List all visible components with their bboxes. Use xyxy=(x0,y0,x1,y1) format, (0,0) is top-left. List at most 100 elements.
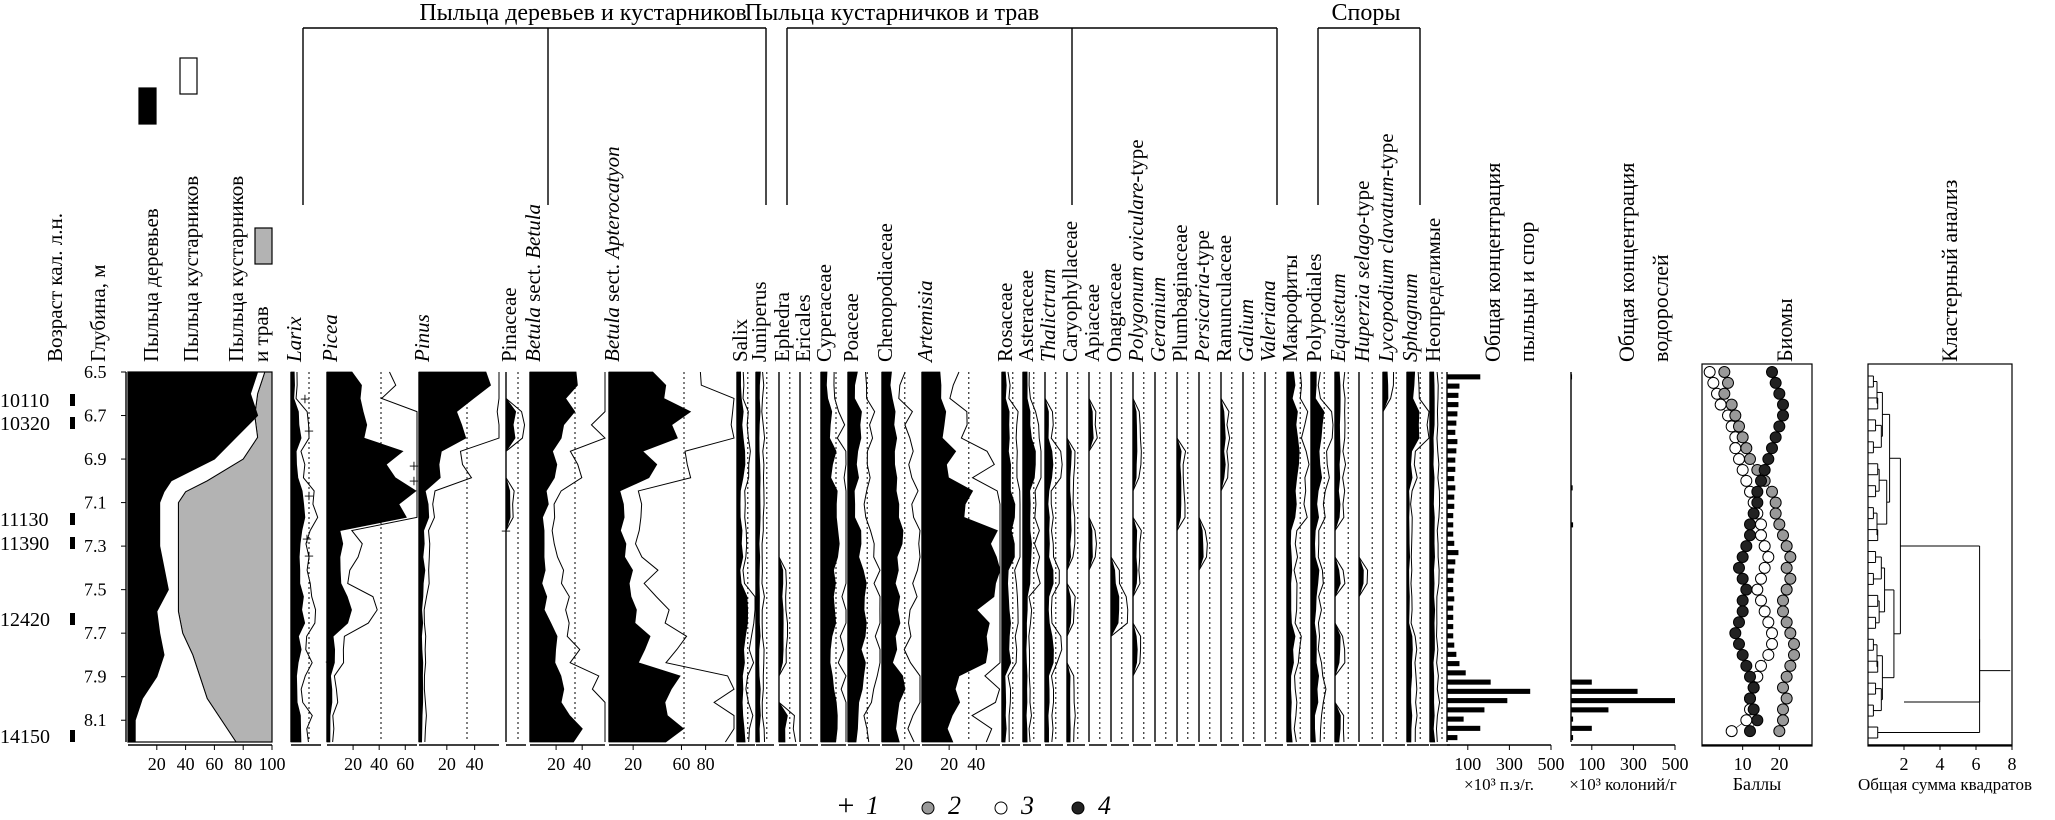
pollen_conc-bar xyxy=(1447,485,1456,491)
biome-point-s4 xyxy=(1744,692,1756,705)
biome-point-s2 xyxy=(1788,648,1800,661)
age-marker xyxy=(70,613,75,625)
taxon-curve xyxy=(881,371,906,743)
taxon-name-part: Ranunculaceae xyxy=(1212,235,1236,362)
algae_conc-bar xyxy=(1571,522,1574,528)
taxon-exaggeration-line xyxy=(1044,372,1063,743)
pollen_conc-column: 100 300 500×10³ п.з/г. Общая концентрация пы… xyxy=(1446,163,1565,794)
biome-point-s4 xyxy=(1736,594,1749,607)
biome-point-s4 xyxy=(1758,463,1771,476)
taxon-name: Polypodiales xyxy=(1302,254,1326,363)
biome-point-s4 xyxy=(1744,725,1756,738)
biome-point-s4 xyxy=(1769,376,1782,389)
taxon-exaggeration-line xyxy=(1176,372,1187,742)
taxon-curve xyxy=(418,371,492,743)
taxon-name-part: Неопределимые xyxy=(1421,218,1445,362)
age-marker xyxy=(70,513,75,525)
age-marker xyxy=(70,537,75,549)
biome-point-s2 xyxy=(1766,485,1778,498)
pollen_conc-bar xyxy=(1447,494,1455,500)
taxon-name: Ericales xyxy=(791,294,815,362)
taxon-name: Caryophyllaceae xyxy=(1058,221,1082,362)
summary-tick-label: 40 xyxy=(177,754,195,774)
taxon-curve xyxy=(608,371,692,743)
biome-point-s4 xyxy=(1766,366,1778,378)
pollen_conc-bar xyxy=(1447,670,1466,676)
taxon-tick-label: 40 xyxy=(967,754,985,774)
summary-legend-label: и трав xyxy=(249,306,273,362)
taxon-exaggeration-line xyxy=(1382,371,1395,742)
taxon-name-part: Onagraceae xyxy=(1102,263,1126,362)
taxon-name: Неопределимые xyxy=(1421,218,1445,362)
taxon-column: Onagraceae xyxy=(1102,263,1129,746)
taxon-name-part: sect. xyxy=(521,259,545,307)
pollen_conc-tick-label: 500 xyxy=(1538,754,1565,774)
depth-tick-label: 6.7 xyxy=(84,406,107,426)
taxon-exaggeration-line xyxy=(1358,372,1369,742)
algae_conc-bar xyxy=(1571,725,1592,731)
biome-point-s4 xyxy=(1747,703,1760,716)
taxon-curve xyxy=(505,372,517,742)
taxon-column: Sphagnum xyxy=(1398,273,1430,746)
plus-marker: + xyxy=(325,652,335,672)
taxon-name-part: Poaceae xyxy=(839,293,863,362)
biome-point-s2 xyxy=(1788,638,1800,651)
taxon-name-part: -type xyxy=(1124,139,1148,182)
taxon-name-part: Polygonum aviculare xyxy=(1124,183,1148,363)
algae_conc-bar xyxy=(1571,707,1609,713)
taxon-name: Salix xyxy=(728,318,752,362)
taxon-column: Poaceae xyxy=(839,293,881,746)
taxon-column: Thalictrum xyxy=(1036,269,1063,746)
age-label: 12420 xyxy=(0,609,50,631)
taxon-name: Plumbaginaceae xyxy=(1168,224,1192,362)
age-label: 11130 xyxy=(0,509,49,531)
biome-point-s3 xyxy=(1755,594,1767,607)
taxon-column: Juniperus xyxy=(747,282,774,746)
legend-label: 4 xyxy=(1098,791,1111,820)
pollen_conc-bar xyxy=(1447,642,1455,648)
pollen_conc-bar xyxy=(1447,522,1454,528)
biome-point-s4 xyxy=(1736,551,1749,563)
cluster-tick-label: 2 xyxy=(1900,754,1909,774)
biome-point-s4 xyxy=(1751,496,1764,509)
taxon-column: Persicaria-type xyxy=(1190,230,1217,746)
cluster-tick-label: 8 xyxy=(2008,754,2017,774)
biome-point-s3 xyxy=(1755,529,1767,542)
summary-tick-label: 60 xyxy=(205,754,223,774)
pollen_conc-bar xyxy=(1447,596,1455,602)
taxon-exaggeration-line xyxy=(1410,371,1430,743)
pollen_conc-bar xyxy=(1447,402,1459,408)
biome-point-s4 xyxy=(1766,442,1778,455)
biome-point-s2 xyxy=(1729,409,1742,422)
taxon-curve xyxy=(820,371,840,743)
bottom-legend: +1 2 3 4 xyxy=(838,789,1111,820)
taxon-name-part: Caryophyllaceae xyxy=(1058,221,1082,362)
biome-point-s4 xyxy=(1733,616,1745,629)
taxon-name: Ranunculaceae xyxy=(1212,235,1236,362)
summary-legend-swatch xyxy=(179,57,198,95)
taxon-tick-label: 20 xyxy=(895,754,913,774)
summary-legend-label: Пыльца деревьев xyxy=(139,208,163,362)
biome-point-s2 xyxy=(1773,725,1786,738)
taxon-column: Rosaceae xyxy=(993,283,1021,746)
taxon-curve xyxy=(1286,371,1300,743)
taxon-column: Galium xyxy=(1234,299,1261,746)
biome-point-s4 xyxy=(1740,659,1753,672)
biome-point-s3 xyxy=(1758,540,1771,553)
taxon-name: Betula sect. Apterocatyon xyxy=(600,146,624,362)
pollen_conc-bar xyxy=(1447,605,1454,611)
taxon-column: Polygonum aviculare-type xyxy=(1124,139,1151,746)
pollen_conc-bar xyxy=(1447,429,1456,435)
taxon-curve xyxy=(1406,371,1420,743)
pollen_conc-bar xyxy=(1447,439,1458,445)
taxon-tick-label: 20 xyxy=(624,754,642,774)
taxon-name: Artemisia xyxy=(913,280,937,364)
depth-tick-label: 7.3 xyxy=(84,536,107,556)
legend-grey-circle xyxy=(921,801,935,815)
taxon-tick-label: 60 xyxy=(396,754,414,774)
biome-point-s3 xyxy=(1740,474,1753,487)
biome-point-s2 xyxy=(1780,583,1793,596)
